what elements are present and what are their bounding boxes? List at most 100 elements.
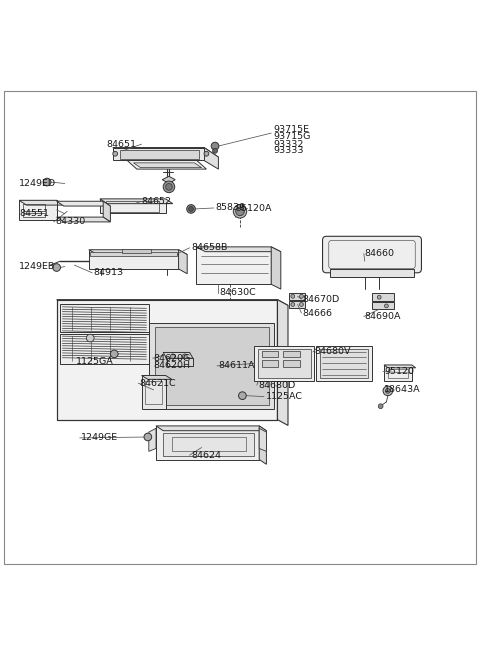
Circle shape — [378, 404, 383, 409]
Polygon shape — [167, 358, 193, 366]
Polygon shape — [204, 147, 218, 169]
Text: 84913: 84913 — [94, 269, 124, 277]
Polygon shape — [258, 348, 311, 379]
Circle shape — [43, 178, 51, 186]
Polygon shape — [89, 250, 187, 255]
Polygon shape — [372, 301, 394, 309]
Circle shape — [211, 142, 219, 150]
Polygon shape — [384, 365, 416, 368]
Polygon shape — [320, 348, 368, 379]
Circle shape — [377, 295, 381, 299]
Circle shape — [86, 334, 94, 342]
Polygon shape — [113, 147, 204, 160]
Text: 84651: 84651 — [107, 140, 137, 149]
Text: 84621C: 84621C — [139, 379, 176, 388]
Circle shape — [385, 388, 390, 393]
Bar — [23, 214, 45, 217]
Text: 93715E: 93715E — [274, 125, 310, 134]
Polygon shape — [90, 252, 177, 257]
Circle shape — [189, 206, 193, 212]
Circle shape — [384, 304, 388, 308]
Polygon shape — [254, 346, 314, 381]
Bar — [60, 334, 149, 364]
Polygon shape — [57, 299, 288, 305]
Polygon shape — [289, 293, 305, 299]
Polygon shape — [103, 201, 110, 222]
Polygon shape — [100, 199, 173, 204]
Text: 84551: 84551 — [19, 209, 49, 218]
Polygon shape — [179, 250, 187, 274]
Circle shape — [187, 204, 195, 214]
Polygon shape — [142, 375, 166, 409]
Bar — [388, 369, 408, 378]
Text: 1249GE: 1249GE — [81, 434, 118, 442]
Text: 1249ED: 1249ED — [19, 179, 56, 188]
Text: 95120A: 95120A — [235, 204, 272, 213]
Polygon shape — [289, 301, 305, 309]
Circle shape — [383, 386, 393, 396]
Circle shape — [163, 181, 175, 193]
Circle shape — [166, 183, 172, 190]
Text: 1125AC: 1125AC — [266, 392, 303, 401]
Circle shape — [213, 149, 217, 153]
Circle shape — [239, 392, 246, 400]
Polygon shape — [316, 346, 372, 381]
Text: 85839: 85839 — [215, 204, 245, 212]
Text: 84624: 84624 — [191, 451, 221, 460]
Polygon shape — [127, 160, 206, 169]
Bar — [60, 305, 149, 332]
FancyBboxPatch shape — [323, 236, 421, 272]
Bar — [262, 350, 278, 357]
Text: 84690A: 84690A — [365, 312, 401, 321]
Text: 84620G: 84620G — [154, 354, 191, 363]
Polygon shape — [259, 426, 266, 464]
Text: 95120: 95120 — [384, 367, 414, 376]
Polygon shape — [196, 247, 271, 284]
Text: 84658B: 84658B — [191, 243, 228, 252]
Bar — [283, 360, 300, 367]
Polygon shape — [277, 299, 288, 425]
Polygon shape — [372, 293, 394, 301]
Polygon shape — [142, 375, 172, 379]
Bar — [145, 381, 162, 404]
Polygon shape — [113, 147, 218, 157]
Bar — [106, 201, 159, 212]
Polygon shape — [19, 200, 57, 219]
Polygon shape — [163, 352, 193, 358]
Polygon shape — [196, 247, 281, 252]
Text: 84611A: 84611A — [218, 362, 255, 370]
Text: 84630C: 84630C — [220, 288, 257, 297]
Text: 84680V: 84680V — [314, 348, 351, 356]
Bar — [283, 350, 300, 357]
Polygon shape — [156, 426, 266, 431]
Polygon shape — [149, 428, 156, 451]
Polygon shape — [57, 201, 110, 206]
Polygon shape — [384, 365, 412, 381]
Circle shape — [53, 264, 60, 271]
Text: 84330: 84330 — [55, 217, 85, 227]
Text: 84660: 84660 — [365, 249, 395, 258]
Circle shape — [144, 433, 152, 441]
Text: 84680D: 84680D — [258, 381, 296, 390]
Text: 93333: 93333 — [274, 146, 304, 155]
Bar — [262, 360, 278, 367]
Polygon shape — [100, 199, 166, 214]
Polygon shape — [155, 327, 269, 405]
Text: 84652: 84652 — [142, 197, 172, 206]
Circle shape — [300, 294, 303, 298]
Polygon shape — [330, 269, 414, 277]
Text: 18643A: 18643A — [384, 385, 420, 394]
Text: 93715G: 93715G — [274, 132, 311, 141]
Circle shape — [110, 350, 118, 358]
Polygon shape — [57, 299, 277, 420]
Bar — [122, 250, 151, 253]
Polygon shape — [149, 323, 274, 409]
Circle shape — [170, 354, 175, 359]
Circle shape — [236, 207, 244, 215]
Text: 84666: 84666 — [302, 309, 332, 318]
Circle shape — [113, 151, 118, 156]
Text: 1249EB: 1249EB — [19, 262, 56, 271]
Circle shape — [233, 204, 247, 218]
Polygon shape — [259, 428, 266, 451]
Text: 84620H: 84620H — [154, 361, 191, 370]
